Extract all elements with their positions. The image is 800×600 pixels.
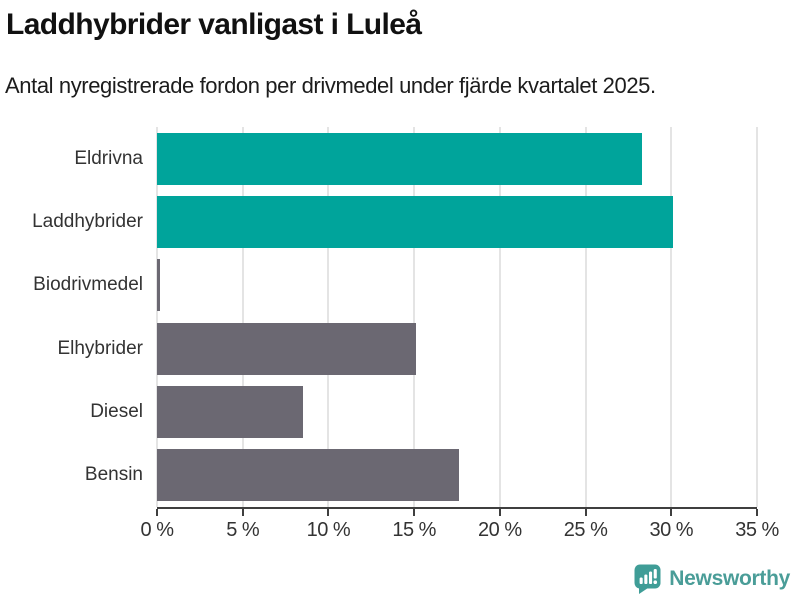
- bar-diesel: [157, 385, 303, 438]
- gridline: [327, 127, 330, 507]
- x-axis-tick-label: 20 %: [478, 519, 522, 541]
- x-axis-tick-mark: [584, 509, 587, 516]
- x-axis-tick-mark: [327, 509, 330, 516]
- bar-eldrivna: [157, 132, 643, 185]
- category-label-biodrivmedel: Biodrivmedel: [33, 274, 143, 296]
- gridline: [756, 127, 758, 507]
- gridline: [413, 127, 416, 507]
- gridline: [498, 127, 501, 507]
- category-label-elhybrider: Elhybrider: [57, 337, 143, 359]
- category-label-laddhybrider: Laddhybrider: [32, 210, 143, 232]
- category-label-eldrivna: Eldrivna: [74, 147, 143, 169]
- x-axis-tick-mark: [413, 509, 416, 516]
- bar-bensin: [157, 449, 459, 502]
- x-axis-tick-mark: [670, 509, 673, 516]
- x-axis-tick-label: 0 %: [140, 519, 174, 541]
- category-label-bensin: Bensin: [84, 464, 143, 486]
- x-axis-tick-mark: [498, 509, 501, 516]
- page-title: Laddhybrider vanligast i Luleå: [6, 8, 422, 41]
- x-axis-tick-mark: [756, 509, 758, 516]
- gridline: [241, 127, 244, 507]
- gridline: [156, 127, 158, 507]
- bar-row: Elhybrider: [57, 317, 757, 380]
- x-axis-tick-label: 30 %: [649, 519, 694, 541]
- bar-chart-plot-area: 0 % 5 % 10 % 15 % 20 % 25 % 30 % 35 % Eldrivna La…: [32, 127, 779, 541]
- newsworthy-logo: Newsworthy: [634, 564, 790, 594]
- bar-chart-speech-bubble-icon: [634, 564, 661, 594]
- newsworthy-wordmark: Newsworthy: [669, 567, 790, 590]
- bar-row: Diesel: [90, 380, 757, 443]
- bar-elhybrider: [157, 322, 416, 375]
- x-axis-tick-label: 25 %: [563, 519, 608, 541]
- category-label-diesel: Diesel: [90, 400, 143, 422]
- bar-laddhybrider: [157, 195, 673, 248]
- x-axis-tick-label: 35 %: [735, 519, 779, 541]
- x-axis-tick-label: 5 %: [226, 519, 260, 541]
- gridline: [670, 127, 673, 507]
- chart-subtitle: Antal nyregistrerade fordon per drivmede…: [5, 73, 656, 98]
- gridline: [584, 127, 587, 507]
- x-axis-tick-mark: [241, 509, 244, 516]
- x-axis-tick-label: 10 %: [306, 519, 351, 541]
- bar-row: Laddhybrider: [32, 190, 757, 253]
- x-axis-tick-mark: [156, 509, 158, 516]
- bar-row: Bensin: [85, 444, 757, 507]
- bar-biodrivmedel: [157, 259, 161, 312]
- bar-row: Biodrivmedel: [33, 254, 757, 317]
- bar-row: Eldrivna: [74, 127, 757, 190]
- x-axis-tick-label: 15 %: [392, 519, 436, 541]
